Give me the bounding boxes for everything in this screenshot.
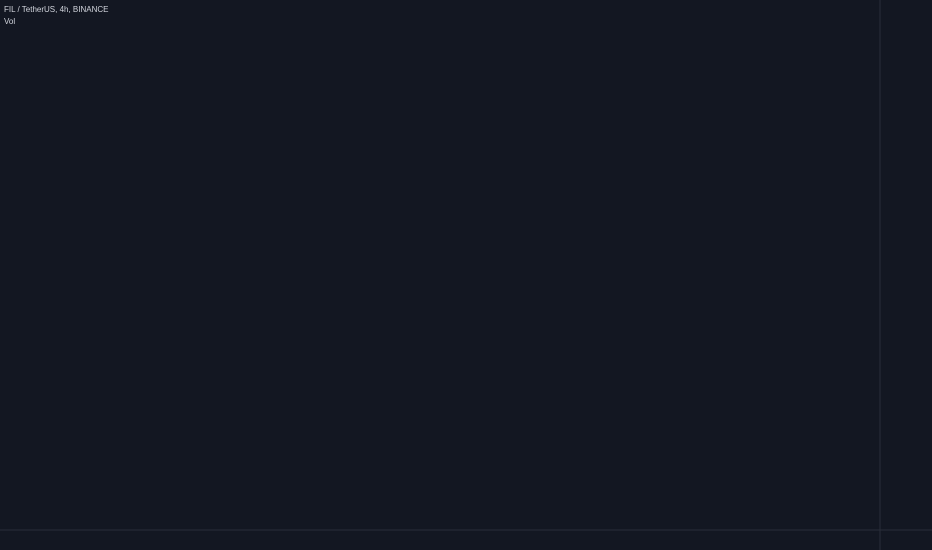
volume-label: Vol bbox=[4, 17, 15, 26]
chart-title: FIL / TetherUS, 4h, BINANCE bbox=[4, 5, 108, 14]
